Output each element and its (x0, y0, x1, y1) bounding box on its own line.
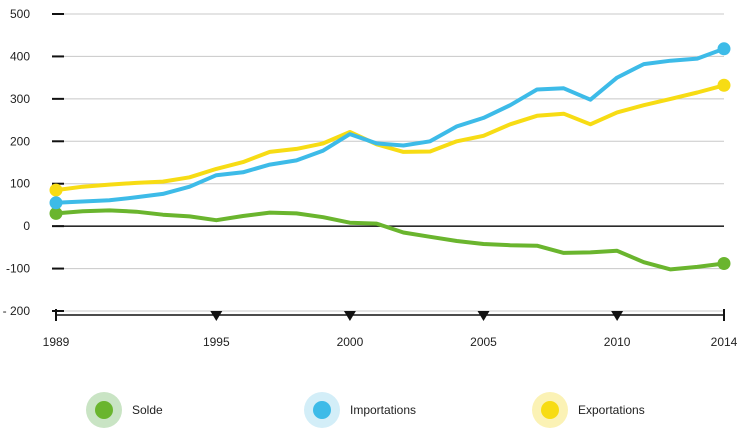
exportations-legend-marker (532, 392, 568, 428)
importations-legend-marker (304, 392, 340, 428)
legend-item-exportations: Exportations (532, 390, 645, 430)
importations-legend-core (313, 401, 331, 419)
series-line-importations (54, 46, 726, 205)
series-end-point-importations (717, 42, 731, 56)
legend-item-solde: Solde (86, 390, 163, 430)
legend: Solde Importations Exportations (0, 390, 738, 430)
series-end-point-solde (717, 256, 731, 270)
legend-item-importations: Importations (304, 390, 416, 430)
series-start-point-importations (49, 196, 63, 210)
solde-legend-marker (86, 392, 122, 428)
series-lines (49, 42, 731, 272)
legend-label-solde: Solde (132, 403, 163, 417)
y-tick-label: -100 (6, 262, 30, 276)
y-axis: 500 400 300 200 100 0 -100 - 200 (3, 7, 64, 318)
x-tick-marker (343, 311, 356, 321)
legend-label-importations: Importations (350, 403, 417, 417)
x-tick-label: 1989 (43, 335, 70, 349)
x-axis: 1989 1995 2000 2005 2010 2014 (43, 309, 738, 349)
y-tick-label: 200 (10, 134, 30, 148)
solde-legend-core (95, 401, 113, 419)
exportations-legend-core (541, 401, 559, 419)
y-tick-label: - 200 (3, 304, 31, 318)
line-chart: 500 400 300 200 100 0 -100 - 200 1989 1995 2000 20… (3, 7, 738, 349)
y-tick-label: 0 (23, 219, 30, 233)
x-tick-marker (210, 311, 223, 321)
series-start-point-solde (49, 206, 63, 220)
y-tick-label: 300 (10, 92, 30, 106)
x-tick-label: 2000 (337, 335, 364, 349)
x-tick-label: 2010 (604, 335, 631, 349)
x-tick-marker (611, 311, 624, 321)
x-tick-label: 2005 (470, 335, 497, 349)
legend-label-exportations: Exportations (578, 403, 645, 417)
gridlines (56, 13, 724, 312)
x-tick-marker (477, 311, 490, 321)
y-tick-label: 100 (10, 177, 30, 191)
y-tick-label: 500 (10, 7, 30, 21)
series-start-point-exportations (49, 183, 63, 197)
y-tick-label: 400 (10, 49, 30, 63)
series-end-point-exportations (717, 78, 731, 92)
x-tick-label: 1995 (203, 335, 230, 349)
x-tick-label: 2014 (711, 335, 738, 349)
series-line-exportations (54, 83, 726, 193)
series-line-solde (54, 208, 726, 272)
